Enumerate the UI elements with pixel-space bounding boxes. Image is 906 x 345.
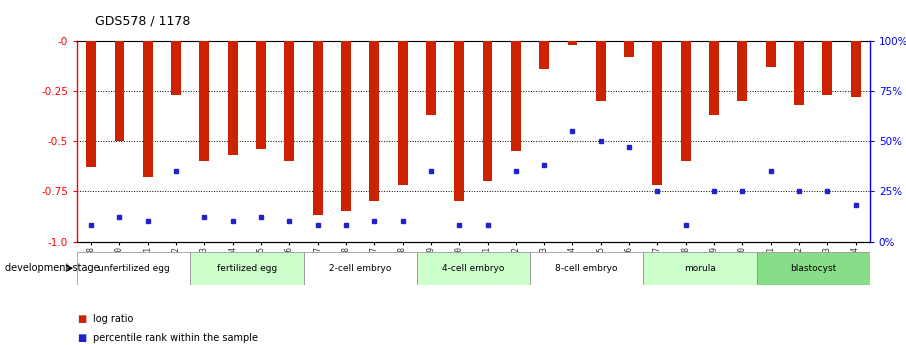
Bar (426, 41, 436, 116)
Bar (143, 41, 153, 177)
Bar (851, 41, 861, 97)
Bar (341, 41, 351, 211)
Bar (417, 252, 530, 285)
Bar (652, 41, 662, 186)
Bar (114, 41, 124, 141)
Bar (737, 41, 747, 101)
Text: fertilized egg: fertilized egg (217, 264, 277, 273)
Bar (199, 41, 209, 161)
Bar (398, 41, 408, 186)
Bar (227, 41, 237, 156)
Bar (596, 41, 606, 101)
Bar (77, 252, 190, 285)
Text: 2-cell embryo: 2-cell embryo (329, 264, 391, 273)
Bar (567, 41, 577, 46)
Text: ■: ■ (77, 333, 86, 343)
Bar (823, 41, 833, 96)
Bar (190, 252, 304, 285)
Bar (304, 252, 417, 285)
Text: ■: ■ (77, 314, 86, 324)
Text: morula: morula (684, 264, 716, 273)
Bar (86, 41, 96, 167)
Bar (313, 41, 323, 216)
Text: percentile rank within the sample: percentile rank within the sample (93, 333, 258, 343)
Bar (454, 41, 464, 201)
Text: 8-cell embryo: 8-cell embryo (555, 264, 618, 273)
Bar (766, 41, 776, 67)
Bar (511, 41, 521, 151)
Text: 4-cell embryo: 4-cell embryo (442, 264, 505, 273)
Bar (757, 252, 870, 285)
Bar (483, 41, 493, 181)
Text: blastocyst: blastocyst (790, 264, 836, 273)
Bar (794, 41, 804, 106)
Text: log ratio: log ratio (93, 314, 134, 324)
Bar (370, 41, 380, 201)
Bar (643, 252, 757, 285)
Text: GDS578 / 1178: GDS578 / 1178 (95, 14, 190, 28)
Bar (284, 41, 294, 161)
Bar (539, 41, 549, 69)
Bar (624, 41, 634, 57)
Bar (680, 41, 690, 161)
Bar (530, 252, 643, 285)
Bar (256, 41, 266, 149)
Text: development stage: development stage (5, 263, 99, 273)
Text: unfertilized egg: unfertilized egg (98, 264, 169, 273)
Bar (709, 41, 719, 116)
Bar (171, 41, 181, 96)
